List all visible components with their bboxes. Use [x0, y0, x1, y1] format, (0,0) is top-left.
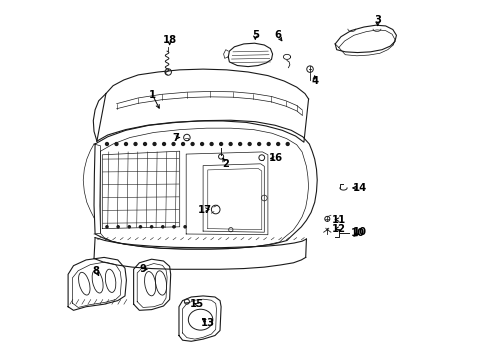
Circle shape	[115, 143, 118, 145]
Circle shape	[285, 143, 288, 145]
Text: 18: 18	[162, 35, 176, 45]
Text: 9: 9	[139, 264, 146, 274]
Text: 3: 3	[373, 15, 380, 25]
Circle shape	[229, 143, 232, 145]
Circle shape	[105, 143, 108, 145]
Circle shape	[181, 143, 184, 145]
Text: 17: 17	[198, 204, 211, 215]
Text: 12: 12	[331, 224, 345, 234]
Text: 14: 14	[352, 183, 366, 193]
Circle shape	[276, 143, 279, 145]
Circle shape	[117, 226, 119, 228]
Circle shape	[200, 143, 203, 145]
Text: 7: 7	[172, 132, 179, 143]
Circle shape	[266, 143, 269, 145]
Text: 6: 6	[274, 30, 281, 40]
Text: 4: 4	[310, 76, 318, 86]
Circle shape	[153, 143, 156, 145]
Circle shape	[172, 143, 175, 145]
Circle shape	[210, 143, 213, 145]
Text: 15: 15	[189, 299, 203, 309]
Circle shape	[143, 143, 146, 145]
Circle shape	[219, 143, 222, 145]
Text: 5: 5	[251, 30, 258, 40]
Circle shape	[183, 226, 186, 228]
Circle shape	[128, 226, 130, 228]
Circle shape	[191, 143, 194, 145]
Circle shape	[106, 226, 108, 228]
Circle shape	[139, 226, 141, 228]
Circle shape	[257, 143, 260, 145]
Text: 10: 10	[352, 227, 366, 237]
Circle shape	[163, 143, 165, 145]
Circle shape	[124, 143, 127, 145]
Text: 1: 1	[149, 90, 156, 100]
Circle shape	[150, 226, 152, 228]
Circle shape	[238, 143, 241, 145]
Text: 10: 10	[350, 228, 364, 238]
Circle shape	[172, 226, 175, 228]
Text: 13: 13	[201, 318, 214, 328]
Text: 8: 8	[93, 266, 100, 276]
Text: 2: 2	[222, 159, 229, 169]
Circle shape	[162, 226, 163, 228]
Circle shape	[248, 143, 250, 145]
Text: 16: 16	[268, 153, 282, 163]
Text: 11: 11	[331, 215, 345, 225]
Circle shape	[134, 143, 137, 145]
